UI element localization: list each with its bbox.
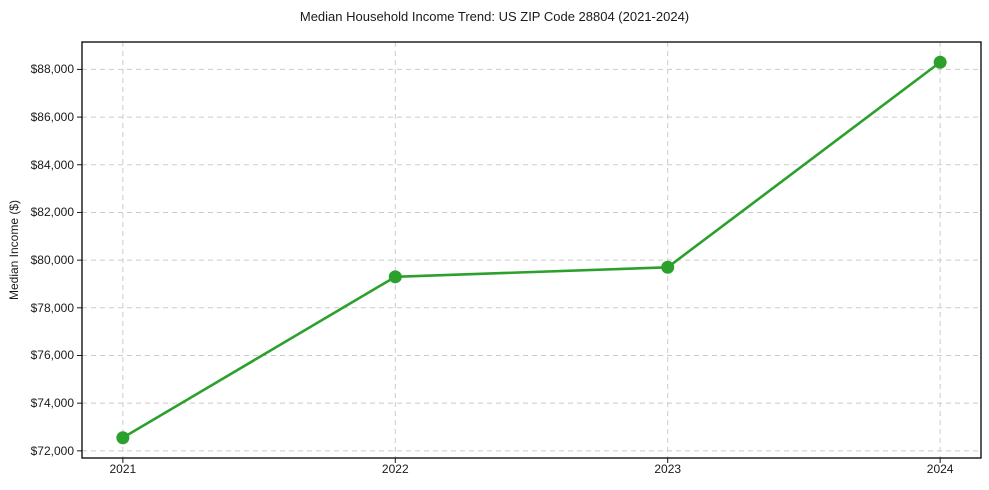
data-point-marker	[933, 55, 947, 69]
y-tick-label: $76,000	[30, 348, 74, 363]
x-tick-label: 2023	[654, 462, 682, 476]
y-tick-label: $86,000	[30, 110, 74, 125]
y-tick-label: $72,000	[30, 443, 74, 458]
data-point-marker	[116, 431, 130, 445]
x-tick-label: 2021	[109, 462, 137, 476]
x-tick-label: 2022	[381, 462, 409, 476]
y-tick-label: $88,000	[30, 62, 74, 77]
x-tick-label: 2024	[926, 462, 954, 476]
plot-area	[77, 41, 982, 463]
data-point-marker	[388, 270, 402, 284]
y-tick-label: $74,000	[30, 396, 74, 411]
data-point-marker	[661, 260, 675, 274]
y-tick-label: $78,000	[30, 300, 74, 315]
y-tick-label: $80,000	[30, 253, 74, 268]
y-tick-label: $84,000	[30, 157, 74, 172]
chart-title: Median Household Income Trend: US ZIP Co…	[299, 9, 690, 24]
y-tick-label: $82,000	[30, 205, 74, 220]
plot-border	[81, 41, 982, 459]
trend-line	[121, 60, 942, 440]
